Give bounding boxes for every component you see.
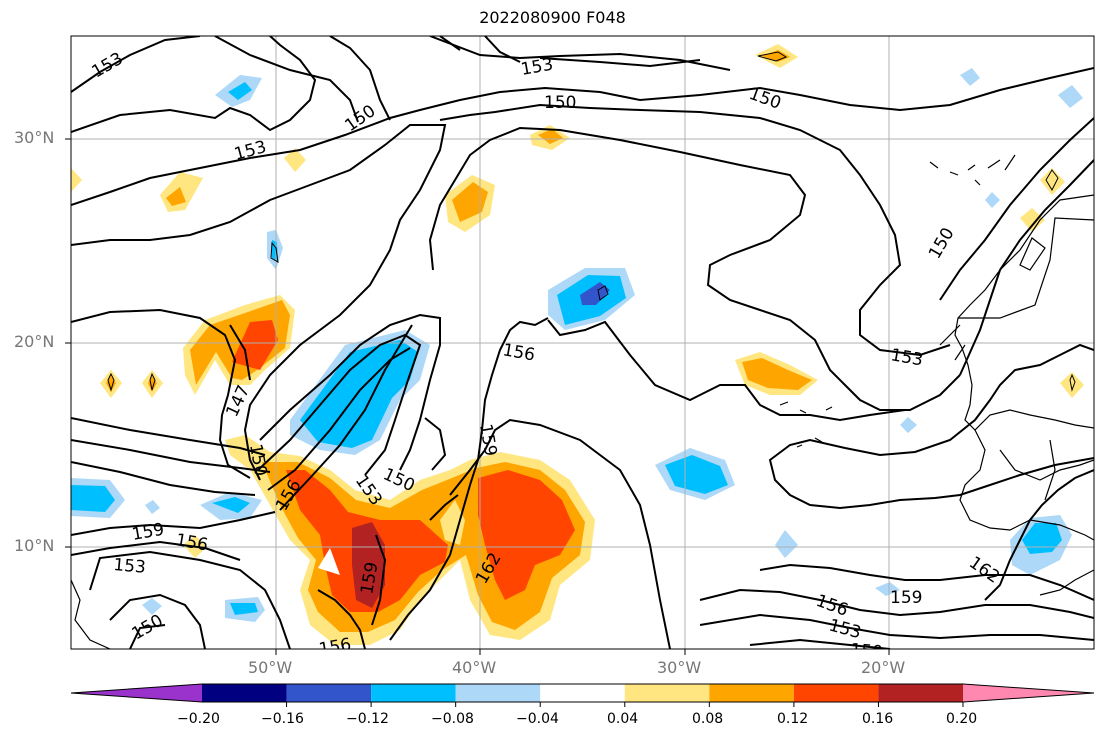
- negative-anomaly-region: [230, 603, 258, 615]
- colorbar-tick-label: 0.12: [777, 711, 809, 727]
- contour-lines: [71, 36, 1094, 649]
- colorbar-tick-label: −0.08: [431, 711, 474, 727]
- lon-label: 30°W: [657, 658, 702, 677]
- contour-label: 156: [174, 530, 209, 555]
- contour-label: 150: [341, 101, 379, 136]
- contour-label: 150: [925, 224, 959, 262]
- negative-anomaly-region: [228, 82, 252, 100]
- colorbar-segment: [202, 684, 287, 702]
- positive-anomaly-region: [742, 358, 812, 390]
- positive-anomaly-region: [478, 470, 575, 600]
- coastlines: [71, 154, 1094, 649]
- colorbar-segment: [793, 684, 879, 702]
- colorbar-tick-label: −0.04: [516, 711, 559, 727]
- contour-label: 156: [317, 635, 352, 660]
- negative-anomaly-region: [1022, 523, 1062, 554]
- negative-anomaly-region: [71, 485, 115, 512]
- positive-anomaly-region: [284, 148, 306, 172]
- contour-label: 159: [890, 588, 922, 608]
- negative-anomaly-region: [665, 455, 728, 494]
- negative-anomaly-region: [960, 68, 980, 86]
- contour-label: 150: [850, 640, 884, 663]
- contour-label: 150: [746, 84, 783, 114]
- shaded-field: [71, 44, 1084, 645]
- colorbar-segment: [709, 684, 794, 702]
- negative-anomaly-region: [1058, 85, 1083, 108]
- colorbar: [70, 683, 1095, 707]
- colorbar-segment: [963, 684, 1094, 702]
- colorbar-tick-label: 0.08: [692, 711, 724, 727]
- positive-anomaly-region: [440, 500, 465, 545]
- colorbar-tick-label: 0.04: [607, 711, 639, 727]
- colorbar-segment: [878, 684, 963, 702]
- negative-anomaly-region: [300, 340, 418, 448]
- negative-anomaly-region: [142, 598, 162, 615]
- positive-anomaly-region: [1020, 208, 1045, 232]
- map-panel: 153 153 150 150 153 150 150 153 156 147 …: [71, 36, 1094, 663]
- contour-label: 153: [889, 345, 924, 370]
- positive-anomaly-region: [71, 168, 82, 192]
- colorbar-segment: [540, 684, 625, 702]
- positive-anomaly-region: [762, 50, 790, 62]
- contour-label: 156: [501, 340, 536, 365]
- positive-anomaly-region: [352, 522, 385, 608]
- lon-label: 40°W: [452, 658, 497, 677]
- colorbar-segment: [371, 684, 456, 702]
- colorbar-segment: [624, 684, 710, 702]
- lat-label: 20°N: [14, 332, 55, 351]
- negative-anomaly-region: [145, 500, 160, 514]
- contour-label: 153: [232, 137, 269, 165]
- contour-label: 150: [544, 93, 576, 113]
- positive-anomaly-region: [1060, 372, 1084, 398]
- colorbar-outline: [70, 683, 1095, 703]
- contour-label: 153: [827, 616, 864, 644]
- contour-label: 153: [519, 55, 554, 80]
- positive-anomaly-region: [318, 548, 340, 575]
- contour-label: 162: [965, 553, 1003, 588]
- negative-anomaly-region: [212, 497, 250, 513]
- map-title: 2022080900 F048: [479, 8, 626, 27]
- positive-anomaly-region: [166, 187, 186, 206]
- lat-label: 10°N: [14, 536, 55, 555]
- contour-label: 147: [222, 382, 254, 420]
- colorbar-segment: [455, 684, 541, 702]
- tick-marks: [65, 138, 890, 655]
- positive-anomaly-region: [1040, 168, 1065, 195]
- colorbar-tick-label: 0.20: [946, 711, 978, 727]
- colorbar-tick-label: −0.12: [346, 711, 389, 727]
- thin-contours: [107, 51, 1076, 392]
- colorbar-tick-label: −0.20: [177, 711, 220, 727]
- lat-label: 30°N: [14, 128, 55, 147]
- contour-label: 153: [113, 555, 147, 578]
- positive-anomaly-region: [538, 129, 563, 144]
- colorbar-tick-label: −0.16: [261, 711, 304, 727]
- contour-label: 150: [245, 442, 270, 477]
- colorbar-segment: [286, 684, 372, 702]
- contour-label: 153: [89, 49, 127, 83]
- positive-anomaly-region: [452, 182, 488, 222]
- lon-label: 50°W: [248, 658, 293, 677]
- lon-label: 20°W: [861, 658, 906, 677]
- negative-anomaly-region: [775, 530, 798, 558]
- negative-anomaly-region: [900, 417, 917, 433]
- positive-anomaly-region: [232, 320, 278, 370]
- negative-anomaly-region: [875, 582, 900, 596]
- negative-anomaly-region: [985, 192, 1000, 208]
- colorbar-segment: [71, 684, 202, 702]
- colorbar-tick-label: 0.16: [862, 711, 894, 727]
